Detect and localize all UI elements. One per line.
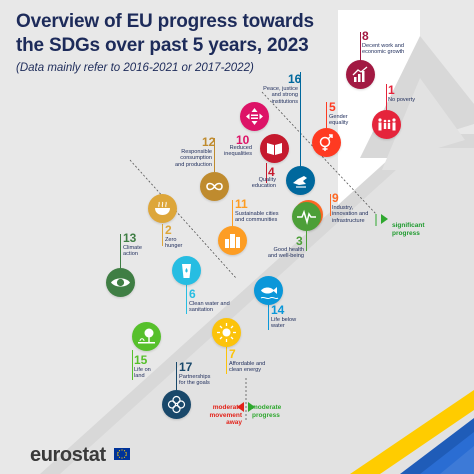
sdg-10-number: 10 xyxy=(236,133,250,147)
sdg-7-stem xyxy=(226,346,227,374)
sdg-13-name: Climate action xyxy=(123,245,142,258)
sdg-8-name: Decent work and economic growth xyxy=(362,43,405,56)
sdg-15-name: Life on land xyxy=(134,367,151,380)
eurostat-logo-text: eurostat xyxy=(30,444,106,466)
inequality-arrows-icon xyxy=(239,101,269,131)
growth-chart-icon xyxy=(345,59,375,89)
eu-yellow-stripe xyxy=(350,390,474,474)
sdg-1-stem xyxy=(386,84,387,112)
sdg-9-number: 9 xyxy=(332,191,339,205)
movement-away-arrow-head xyxy=(237,402,244,412)
sdg-7-name: Affordable and clean energy xyxy=(229,361,266,374)
sdg-3-name: Good health and well-being xyxy=(267,247,304,260)
title-line-1: Overview of EU progress towards xyxy=(16,11,314,32)
significant-arrow-head xyxy=(381,214,388,224)
eu-flag-icon xyxy=(114,448,130,460)
sdg-17-name: Partnerships for the goals xyxy=(179,374,211,387)
sdg-16-stem xyxy=(300,72,301,166)
sun-power-icon xyxy=(211,317,241,347)
sdg-6-number: 6 xyxy=(189,287,196,301)
big-progress-arrow-inner xyxy=(60,78,474,474)
moderate-progress-arrow-head xyxy=(248,402,255,412)
sdg-14-stem xyxy=(268,304,269,330)
sdg-2-number: 2 xyxy=(165,223,172,237)
sdg-9-stem xyxy=(330,194,331,216)
sdg-11-number: 11 xyxy=(235,197,248,211)
sdg-6-stem xyxy=(186,284,187,314)
sdg-8-number: 8 xyxy=(362,29,369,43)
sdg-4-name: Quality education xyxy=(251,177,276,190)
sdg-15-number: 15 xyxy=(134,353,148,367)
eye-globe-icon xyxy=(105,267,135,297)
sdg-17-number: 17 xyxy=(179,360,193,374)
sdg-14-name: Life below water xyxy=(271,317,297,330)
eu-blue-stripe-light xyxy=(420,432,474,474)
sdg-7-number: 7 xyxy=(229,347,236,361)
sdg-3-number: 3 xyxy=(296,234,303,248)
sdg-6-name: Clean water and sanitation xyxy=(189,301,230,314)
sdg-5-stem xyxy=(326,102,327,128)
bowl-icon xyxy=(147,193,177,223)
fish-icon xyxy=(253,275,283,305)
book-icon xyxy=(259,133,289,163)
gender-symbol-icon xyxy=(311,127,341,157)
sdg-10-name: Reduced inequalities xyxy=(224,145,252,158)
heartbeat-icon xyxy=(291,201,321,231)
sdg-16-name: Peace, justice and strong institutions xyxy=(263,86,298,105)
sdg-12-name: Responsible consumption and production xyxy=(174,149,212,168)
sdg-16-number: 16 xyxy=(288,72,302,86)
family-icon xyxy=(371,109,401,139)
legend-significant-progress: significant progress xyxy=(392,222,425,237)
sdg-11-stem xyxy=(232,200,233,226)
partnership-flower-icon xyxy=(161,389,191,419)
sdg-5-name: Gender equality xyxy=(329,114,349,127)
dove-icon xyxy=(285,165,315,195)
sdg-2-name: Zero hunger xyxy=(165,237,183,250)
sdg-8-stem xyxy=(360,32,361,62)
title-line-2: the SDGs over past 5 years, 2023 xyxy=(16,35,309,56)
sdg-15-stem xyxy=(132,350,133,380)
sdg-11-name: Sustainable cities and communities xyxy=(235,211,279,224)
sdg-13-stem xyxy=(120,234,121,268)
sdg-12-stem xyxy=(214,138,215,172)
legend-moderate-progress: moderate progress xyxy=(252,404,282,419)
sdg-14-number: 14 xyxy=(271,303,285,317)
dashed-diagonal-line xyxy=(129,159,237,279)
sdg-12-number: 12 xyxy=(202,135,216,149)
sdg-17-stem xyxy=(176,362,177,390)
tree-icon xyxy=(131,321,161,351)
legend-moderate-movement-away: moderate movement away xyxy=(209,404,242,426)
infinity-icon xyxy=(199,171,229,201)
sdg-4-number: 4 xyxy=(268,165,275,179)
sdg-3-stem xyxy=(306,231,307,251)
sdg-4-stem xyxy=(266,163,267,183)
sdg-2-stem xyxy=(162,224,163,246)
sdg-9-name: Industry, innovation and infrastructure xyxy=(332,205,369,224)
sdg-1-name: No poverty xyxy=(388,97,416,103)
subtitle: (Data mainly refer to 2016-2021 or 2017-… xyxy=(16,62,254,74)
sdg-13-number: 13 xyxy=(123,231,137,245)
sdg-1-number: 1 xyxy=(388,83,395,97)
water-glass-icon xyxy=(171,255,201,285)
city-icon xyxy=(217,225,247,255)
sdg-5-number: 5 xyxy=(329,100,336,114)
